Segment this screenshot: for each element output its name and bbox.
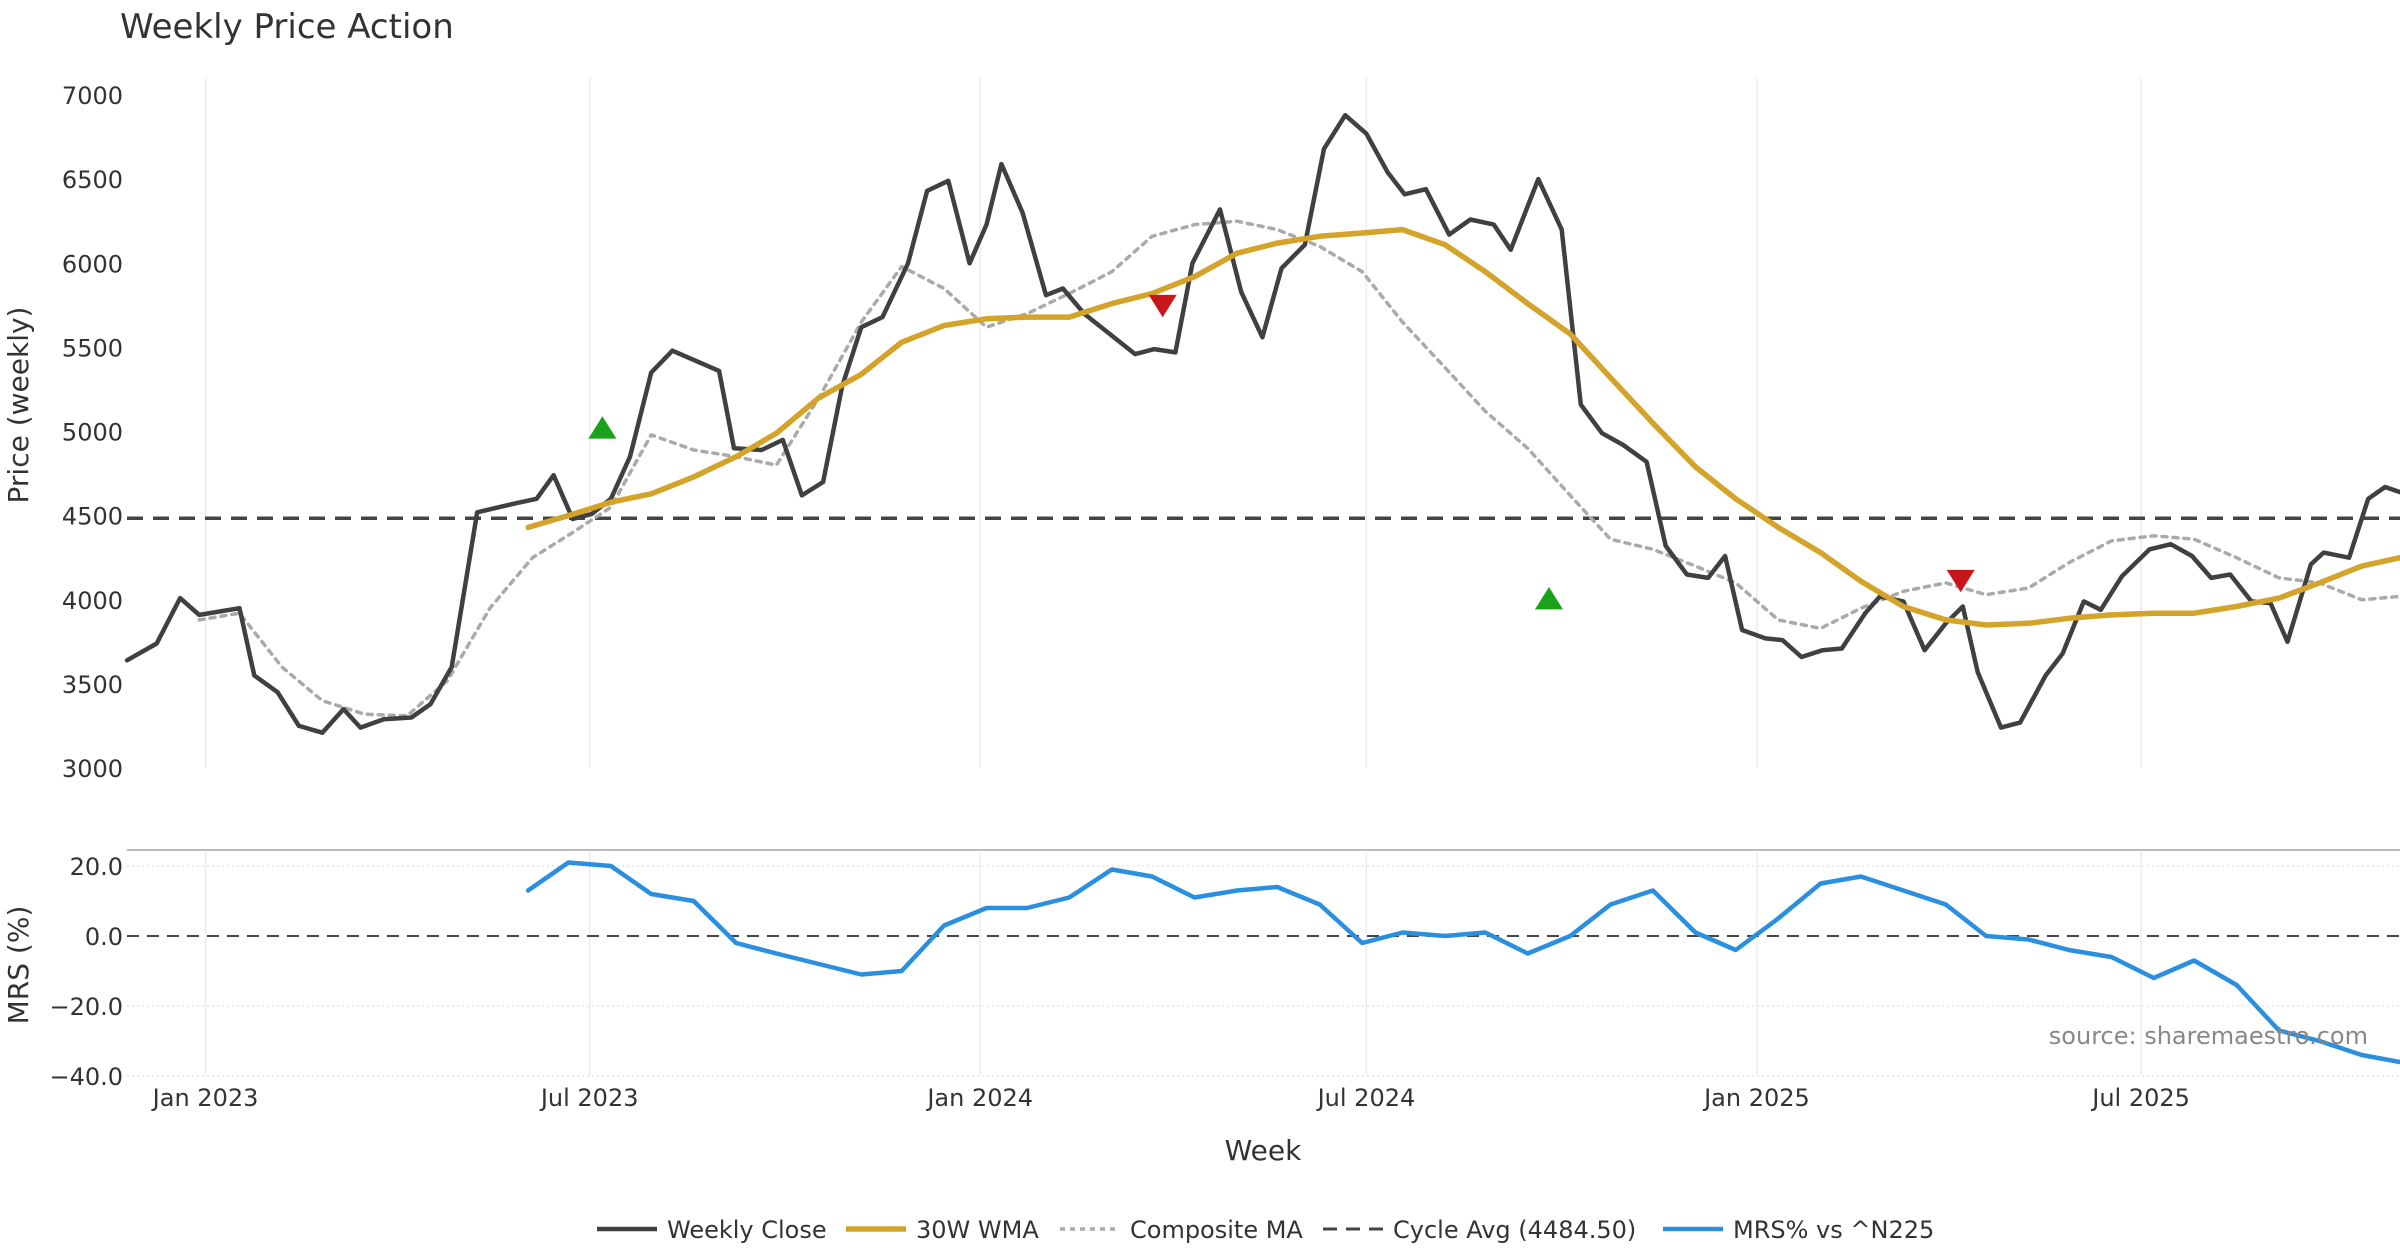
x-tick-label: Jul 2025 [2090, 1084, 2190, 1112]
weekly-close-line [124, 112, 2400, 735]
legend-label: Composite MA [1130, 1216, 1303, 1244]
legend-label: Cycle Avg (4484.50) [1393, 1216, 1636, 1244]
legend-label: Weekly Close [667, 1216, 827, 1244]
price-y-axis-title: Price (weekly) [2, 307, 35, 504]
legend-cycle-avg: Cycle Avg (4484.50) [1323, 1216, 1636, 1244]
x-tick-label: Jul 2024 [1316, 1084, 1416, 1112]
chart-title: Weekly Price Action [120, 7, 454, 47]
price-series [124, 112, 2400, 735]
mrs-series [525, 860, 2400, 1065]
price-y-tick-label: 5500 [62, 334, 123, 362]
legend-wma: 30W WMA [846, 1216, 1039, 1244]
wma-30w-line [525, 226, 2400, 628]
mrs-y-tick-label: −20.0 [49, 993, 123, 1021]
price-y-tick-label: 4500 [62, 503, 123, 531]
mrs-grid [127, 852, 2400, 1077]
legend: Weekly Close 30W WMA Composite MA Cycle Avg… [597, 1216, 1934, 1244]
buy-signal-marker [588, 416, 617, 439]
x-tick-label: Jan 2023 [151, 1084, 259, 1112]
sell-signal-marker [1148, 294, 1177, 318]
buy-signal-marker [1534, 587, 1563, 610]
legend-composite-ma: Composite MA [1060, 1216, 1303, 1244]
mrs-line [525, 860, 2400, 1065]
x-tick-label: Jan 2025 [1702, 1084, 1810, 1112]
mrs-y-tick-label: 0.0 [85, 923, 123, 951]
mrs-y-axis-title: MRS (%) [2, 906, 35, 1025]
x-tick-label: Jan 2024 [925, 1084, 1033, 1112]
price-y-tick-label: 6500 [62, 166, 123, 194]
price-y-ticks: 3000 3500 4000 4500 5000 5500 6000 6500 7000 [62, 82, 123, 783]
mrs-y-tick-label: −40.0 [49, 1063, 123, 1091]
x-tick-label: Jul 2023 [539, 1084, 639, 1112]
sell-signal-marker [1946, 569, 1975, 593]
legend-weekly-close: Weekly Close [597, 1216, 827, 1244]
price-y-tick-label: 5000 [62, 419, 123, 447]
price-grid [204, 78, 2142, 768]
legend-label: MRS% vs ^N225 [1733, 1216, 1934, 1244]
price-y-tick-label: 4000 [62, 587, 123, 615]
mrs-y-ticks: 20.0 0.0 −20.0 −40.0 [49, 853, 123, 1091]
x-axis-ticks: Jan 2023 Jul 2023 Jan 2024 Jul 2024 Jan 2025… [151, 1084, 2190, 1112]
legend-mrs: MRS% vs ^N225 [1663, 1216, 1934, 1244]
price-y-tick-label: 6000 [62, 250, 123, 278]
price-y-tick-label: 3000 [62, 755, 123, 783]
source-label: source: sharemaestro.com [2049, 1022, 2368, 1050]
legend-label: 30W WMA [916, 1216, 1039, 1244]
signal-markers [588, 294, 1975, 610]
price-y-tick-label: 7000 [62, 82, 123, 110]
mrs-y-tick-label: 20.0 [70, 853, 123, 881]
price-y-tick-label: 3500 [62, 671, 123, 699]
x-axis-title: Week [1225, 1134, 1302, 1167]
